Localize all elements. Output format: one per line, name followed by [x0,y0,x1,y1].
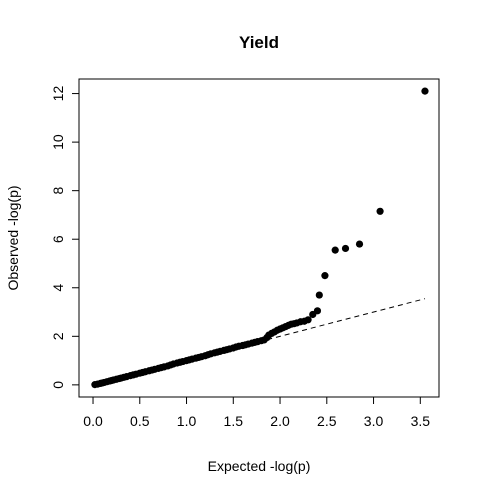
data-point [304,316,312,324]
data-point [321,272,329,280]
data-point [421,87,429,95]
data-point [313,307,322,315]
x-tick-label: 3.5 [411,413,431,429]
x-tick-label: 1.0 [177,413,197,429]
chart-title: Yield [239,33,279,52]
y-tick-label: 0 [50,381,66,389]
y-tick-label: 12 [50,86,66,102]
y-axis: 0 2 4 6 8 10 12 [50,86,79,389]
data-points [91,87,429,389]
x-tick-label: 2.5 [317,413,337,429]
y-tick-label: 8 [50,187,66,195]
x-tick-label: 0.0 [83,413,103,429]
data-point [315,291,323,299]
x-axis: 0.0 0.5 1.0 1.5 2.0 2.5 3.0 3.5 [83,397,430,429]
y-tick-label: 6 [50,235,66,243]
y-axis-label: Observed -log(p) [5,185,21,290]
data-point [376,207,384,215]
y-tick-label: 10 [50,134,66,150]
data-point [331,246,339,254]
x-tick-label: 0.5 [130,413,150,429]
y-tick-label: 2 [50,332,66,340]
data-point [341,244,350,253]
x-tick-label: 1.5 [224,413,244,429]
x-axis-label: Expected -log(p) [208,458,311,474]
x-tick-label: 2.0 [270,413,290,429]
y-tick-label: 4 [50,284,66,292]
data-point [355,240,364,248]
plot-frame [78,78,440,398]
x-tick-label: 3.0 [364,413,384,429]
